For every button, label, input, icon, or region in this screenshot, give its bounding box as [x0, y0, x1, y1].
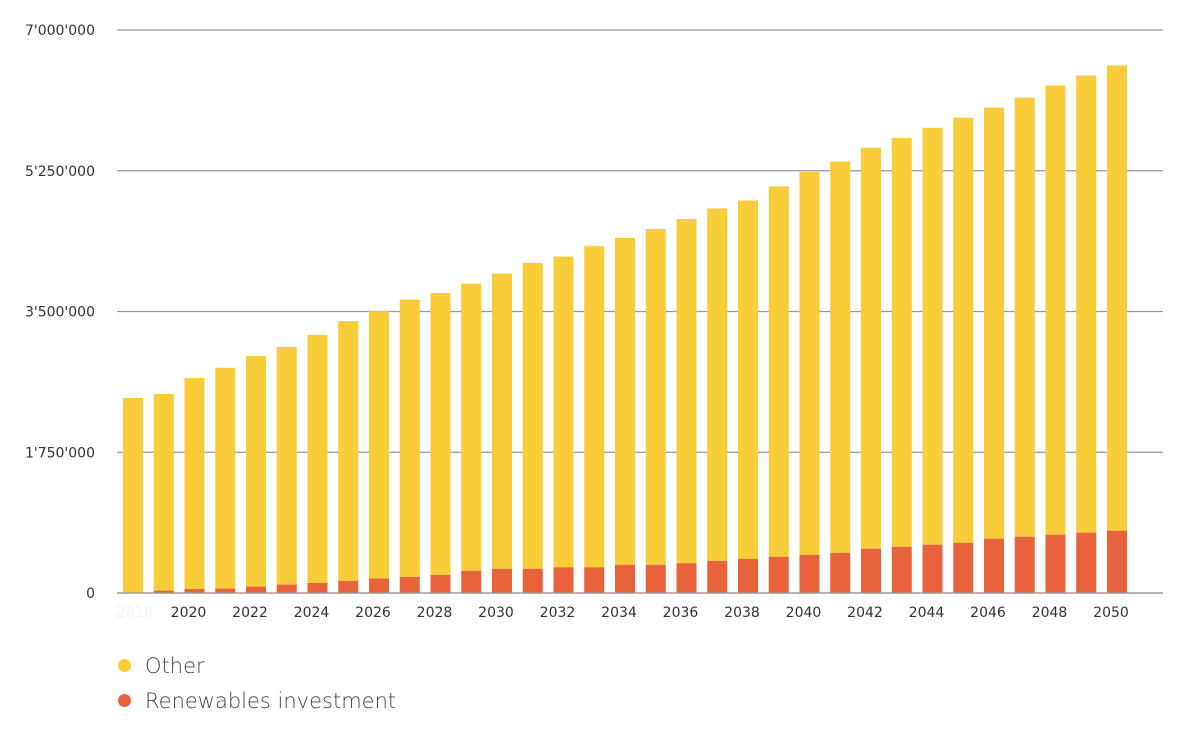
x-tick-label: 2034 — [601, 605, 637, 621]
bar-other-2027 — [399, 299, 420, 577]
bar-renewables-2025 — [338, 580, 359, 593]
x-tick-label: 2038 — [724, 605, 760, 621]
bar-renewables-2022 — [246, 586, 266, 593]
bar-renewables-2019 — [153, 590, 174, 593]
bar-renewables-2023 — [276, 584, 297, 593]
bar-renewables-2036 — [676, 563, 697, 593]
bar-other-2040 — [799, 171, 820, 555]
bar-renewables-2043 — [891, 546, 912, 593]
bar-renewables-2042 — [861, 548, 881, 593]
bar-other-2030 — [492, 273, 512, 569]
bar-other-2031 — [522, 262, 543, 569]
y-axis-tick-labels: 0 1'750'000 3'500'000 5'250'000 7'000'000 — [25, 23, 95, 602]
legend-label-renewables: Renewables investment — [145, 688, 397, 713]
x-tick-label: 2040 — [786, 605, 822, 621]
legend: Other Renewables investment — [118, 648, 396, 718]
bars — [117, 65, 1163, 594]
x-tick-label: 2022 — [232, 605, 268, 621]
bar-other-2049 — [1076, 75, 1097, 533]
legend-item-other[interactable]: Other — [118, 648, 396, 683]
bar-renewables-2032 — [553, 567, 574, 593]
bar-other-2034 — [615, 237, 635, 565]
bar-renewables-2024 — [307, 582, 328, 593]
bar-renewables-2030 — [492, 568, 512, 593]
bar-other-2019 — [153, 393, 174, 591]
bar-other-2035 — [645, 228, 666, 565]
bar-renewables-2034 — [615, 564, 635, 593]
bar-other-2043 — [891, 137, 912, 547]
bar-other-2036 — [676, 219, 697, 564]
x-tick-label: 2028 — [417, 605, 453, 621]
x-tick-label: 2030 — [478, 605, 514, 621]
bar-other-2029 — [461, 283, 482, 571]
x-axis-tick-labels: 2018 2020 2022 2024 2026 2028 2030 2032 2034 2036… — [117, 605, 1129, 621]
y-tick-label: 0 — [86, 586, 95, 602]
x-tick-label: 2044 — [909, 605, 945, 621]
bar-renewables-2026 — [369, 578, 389, 593]
bar-renewables-2050 — [1107, 530, 1127, 593]
bar-renewables-2021 — [215, 588, 236, 593]
bar-other-2042 — [861, 147, 881, 549]
y-tick-label: 3'500'000 — [25, 305, 95, 321]
bar-renewables-2044 — [922, 544, 943, 593]
bar-other-2028 — [430, 293, 451, 575]
bar-other-2025 — [338, 321, 359, 581]
bar-other-2046 — [984, 107, 1004, 539]
bar-renewables-2040 — [799, 554, 820, 593]
bar-other-2047 — [1014, 97, 1035, 537]
bar-other-2032 — [553, 256, 574, 568]
bar-other-2021 — [215, 367, 236, 589]
bar-other-2024 — [307, 334, 328, 583]
bar-renewables-2038 — [738, 558, 758, 593]
x-tick-label: 2036 — [663, 605, 699, 621]
x-tick-label: 2032 — [540, 605, 576, 621]
x-tick-label: 2020 — [171, 605, 207, 621]
x-tick-label: 2050 — [1093, 605, 1129, 621]
bar-other-2020 — [184, 377, 205, 589]
bar-other-2048 — [1045, 85, 1066, 535]
bar-renewables-2049 — [1076, 532, 1097, 593]
bar-renewables-2031 — [522, 568, 543, 593]
bar-other-2033 — [584, 246, 605, 568]
legend-item-renewables[interactable]: Renewables investment — [118, 683, 396, 718]
bar-renewables-2020 — [184, 588, 205, 593]
bar-other-2018 — [123, 397, 143, 593]
bar-renewables-2048 — [1045, 534, 1066, 593]
bar-renewables-2028 — [430, 574, 451, 593]
x-tick-label: 2026 — [355, 605, 391, 621]
bar-other-2023 — [276, 346, 297, 585]
bar-other-2041 — [830, 161, 851, 553]
bar-other-2045 — [953, 117, 974, 543]
bar-renewables-2039 — [768, 556, 789, 593]
bar-other-2038 — [738, 200, 758, 559]
bar-other-2050 — [1107, 65, 1127, 531]
bar-renewables-2037 — [707, 560, 728, 593]
x-tick-label: 2048 — [1032, 605, 1068, 621]
bar-other-2026 — [369, 311, 389, 579]
y-tick-label: 1'750'000 — [25, 445, 95, 461]
bar-other-2037 — [707, 208, 728, 561]
bar-renewables-2027 — [399, 576, 420, 593]
stacked-bar-chart: 0 1'750'000 3'500'000 5'250'000 7'000'000 20… — [25, 23, 1163, 621]
grid-lines — [117, 29, 1163, 594]
x-tick-label: 2018 — [117, 605, 153, 621]
bar-renewables-2041 — [830, 552, 851, 593]
y-tick-label: 5'250'000 — [25, 164, 95, 180]
bar-other-2022 — [246, 356, 266, 587]
legend-swatch-renewables — [118, 694, 131, 707]
legend-swatch-other — [118, 659, 131, 672]
bar-renewables-2046 — [984, 538, 1004, 593]
bar-other-2039 — [768, 186, 789, 557]
x-tick-label: 2042 — [847, 605, 883, 621]
bar-renewables-2035 — [645, 564, 666, 593]
x-tick-label: 2046 — [970, 605, 1006, 621]
bar-other-2044 — [922, 127, 943, 545]
bar-renewables-2045 — [953, 542, 974, 593]
x-tick-label: 2024 — [294, 605, 330, 621]
bar-renewables-2029 — [461, 570, 482, 593]
bar-renewables-2047 — [1014, 536, 1035, 593]
legend-label-other: Other — [145, 653, 205, 678]
y-tick-label: 7'000'000 — [25, 23, 95, 39]
bar-renewables-2033 — [584, 567, 605, 593]
